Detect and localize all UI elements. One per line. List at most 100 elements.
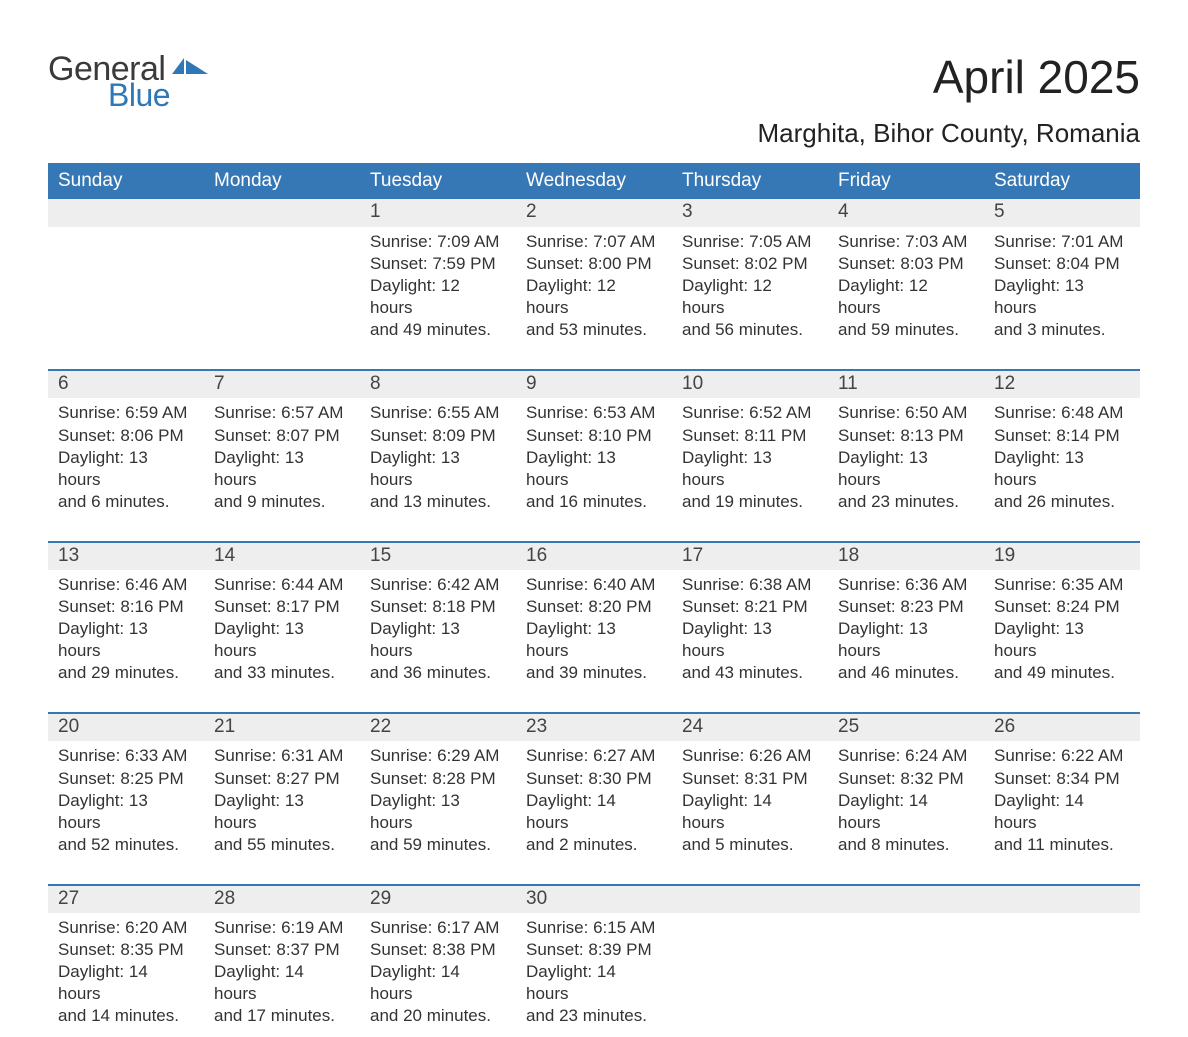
daylight-text-2: and 59 minutes.: [370, 834, 506, 856]
day-number-cell: 3: [672, 199, 828, 227]
daylight-text-2: and 23 minutes.: [526, 1005, 662, 1027]
day-number-cell: 21: [204, 713, 360, 741]
sunset-text: Sunset: 8:00 PM: [526, 253, 662, 275]
sunrise-text: Sunrise: 6:35 AM: [994, 574, 1130, 596]
sunset-text: Sunset: 8:32 PM: [838, 768, 974, 790]
day-content-cell: Sunrise: 6:35 AMSunset: 8:24 PMDaylight:…: [984, 570, 1140, 713]
daylight-text-1: Daylight: 13 hours: [994, 275, 1130, 319]
day-content-cell: [984, 913, 1140, 1037]
sunrise-text: Sunrise: 6:46 AM: [58, 574, 194, 596]
sunrise-text: Sunrise: 7:01 AM: [994, 231, 1130, 253]
weekday-header: Thursday: [672, 163, 828, 199]
sunrise-text: Sunrise: 6:36 AM: [838, 574, 974, 596]
day-number-cell: 5: [984, 199, 1140, 227]
sunset-text: Sunset: 8:07 PM: [214, 425, 350, 447]
sunset-text: Sunset: 8:13 PM: [838, 425, 974, 447]
sunset-text: Sunset: 8:27 PM: [214, 768, 350, 790]
sunset-text: Sunset: 8:18 PM: [370, 596, 506, 618]
day-number-cell: [984, 885, 1140, 913]
day-number-row: 27282930: [48, 885, 1140, 913]
daylight-text-2: and 46 minutes.: [838, 662, 974, 684]
sunrise-text: Sunrise: 6:31 AM: [214, 745, 350, 767]
daylight-text-2: and 53 minutes.: [526, 319, 662, 341]
sunset-text: Sunset: 8:37 PM: [214, 939, 350, 961]
daylight-text-2: and 49 minutes.: [994, 662, 1130, 684]
sunrise-text: Sunrise: 6:57 AM: [214, 402, 350, 424]
page-title: April 2025: [933, 50, 1140, 104]
day-number-cell: 7: [204, 370, 360, 398]
day-number-cell: 1: [360, 199, 516, 227]
day-content-cell: Sunrise: 6:57 AMSunset: 8:07 PMDaylight:…: [204, 398, 360, 541]
daylight-text-2: and 33 minutes.: [214, 662, 350, 684]
day-content-cell: Sunrise: 7:09 AMSunset: 7:59 PMDaylight:…: [360, 227, 516, 370]
daylight-text-2: and 52 minutes.: [58, 834, 194, 856]
sunset-text: Sunset: 8:04 PM: [994, 253, 1130, 275]
daylight-text-1: Daylight: 13 hours: [214, 790, 350, 834]
day-number-cell: 4: [828, 199, 984, 227]
day-number-row: 20212223242526: [48, 713, 1140, 741]
daylight-text-2: and 49 minutes.: [370, 319, 506, 341]
daylight-text-1: Daylight: 14 hours: [838, 790, 974, 834]
day-number-cell: 8: [360, 370, 516, 398]
sunrise-text: Sunrise: 7:05 AM: [682, 231, 818, 253]
day-content-cell: Sunrise: 6:29 AMSunset: 8:28 PMDaylight:…: [360, 741, 516, 884]
day-number-cell: 23: [516, 713, 672, 741]
day-number-row: 13141516171819: [48, 542, 1140, 570]
day-number-cell: 12: [984, 370, 1140, 398]
day-number-cell: [828, 885, 984, 913]
daylight-text-1: Daylight: 13 hours: [214, 618, 350, 662]
sunset-text: Sunset: 8:34 PM: [994, 768, 1130, 790]
daylight-text-1: Daylight: 12 hours: [370, 275, 506, 319]
header: General Blue April 2025: [48, 50, 1140, 114]
daylight-text-2: and 11 minutes.: [994, 834, 1130, 856]
daylight-text-1: Daylight: 12 hours: [838, 275, 974, 319]
daylight-text-2: and 55 minutes.: [214, 834, 350, 856]
daylight-text-2: and 6 minutes.: [58, 491, 194, 513]
daylight-text-2: and 13 minutes.: [370, 491, 506, 513]
day-number-cell: 14: [204, 542, 360, 570]
sunrise-text: Sunrise: 6:52 AM: [682, 402, 818, 424]
day-content-cell: Sunrise: 7:01 AMSunset: 8:04 PMDaylight:…: [984, 227, 1140, 370]
sunset-text: Sunset: 8:28 PM: [370, 768, 506, 790]
day-content-cell: [828, 913, 984, 1037]
daylight-text-1: Daylight: 14 hours: [526, 961, 662, 1005]
day-content-row: Sunrise: 6:46 AMSunset: 8:16 PM Daylight:…: [48, 570, 1140, 713]
day-content-cell: Sunrise: 6:42 AMSunset: 8:18 PMDaylight:…: [360, 570, 516, 713]
weekday-header: Tuesday: [360, 163, 516, 199]
daylight-text-1: Daylight: 12 hours: [526, 275, 662, 319]
daylight-text-2: and 16 minutes.: [526, 491, 662, 513]
day-content-cell: Sunrise: 6:40 AMSunset: 8:20 PMDaylight:…: [516, 570, 672, 713]
day-content-cell: [672, 913, 828, 1037]
sunrise-text: Sunrise: 6:20 AM: [58, 917, 194, 939]
daylight-text-2: and 5 minutes.: [682, 834, 818, 856]
calendar-table: Sunday Monday Tuesday Wednesday Thursday…: [48, 163, 1140, 1037]
daylight-text-2: and 43 minutes.: [682, 662, 818, 684]
sunrise-text: Sunrise: 6:55 AM: [370, 402, 506, 424]
sunset-text: Sunset: 8:39 PM: [526, 939, 662, 961]
sunset-text: Sunset: 8:03 PM: [838, 253, 974, 275]
sunrise-text: Sunrise: 7:03 AM: [838, 231, 974, 253]
day-content-cell: Sunrise: 6:26 AMSunset: 8:31 PMDaylight:…: [672, 741, 828, 884]
daylight-text-1: Daylight: 13 hours: [58, 447, 194, 491]
day-content-cell: Sunrise: 7:07 AMSunset: 8:00 PMDaylight:…: [516, 227, 672, 370]
weekday-header: Saturday: [984, 163, 1140, 199]
sunrise-text: Sunrise: 6:26 AM: [682, 745, 818, 767]
day-number-cell: 11: [828, 370, 984, 398]
day-number-cell: 27: [48, 885, 204, 913]
day-content-cell: Sunrise: 6:48 AMSunset: 8:14 PMDaylight:…: [984, 398, 1140, 541]
weekday-header-row: Sunday Monday Tuesday Wednesday Thursday…: [48, 163, 1140, 199]
daylight-text-1: Daylight: 13 hours: [526, 618, 662, 662]
day-number-cell: 13: [48, 542, 204, 570]
daylight-text-2: and 14 minutes.: [58, 1005, 194, 1027]
sunset-text: Sunset: 8:16 PM: [58, 596, 194, 618]
daylight-text-2: and 29 minutes.: [58, 662, 194, 684]
day-number-cell: 29: [360, 885, 516, 913]
day-content-cell: Sunrise: 6:36 AMSunset: 8:23 PMDaylight:…: [828, 570, 984, 713]
sunset-text: Sunset: 8:30 PM: [526, 768, 662, 790]
daylight-text-2: and 2 minutes.: [526, 834, 662, 856]
sunrise-text: Sunrise: 6:44 AM: [214, 574, 350, 596]
daylight-text-2: and 59 minutes.: [838, 319, 974, 341]
sunrise-text: Sunrise: 6:27 AM: [526, 745, 662, 767]
calendar-body: 12345Sunrise: 7:09 AMSunset: 7:59 PMDayl…: [48, 199, 1140, 1037]
daylight-text-1: Daylight: 14 hours: [526, 790, 662, 834]
